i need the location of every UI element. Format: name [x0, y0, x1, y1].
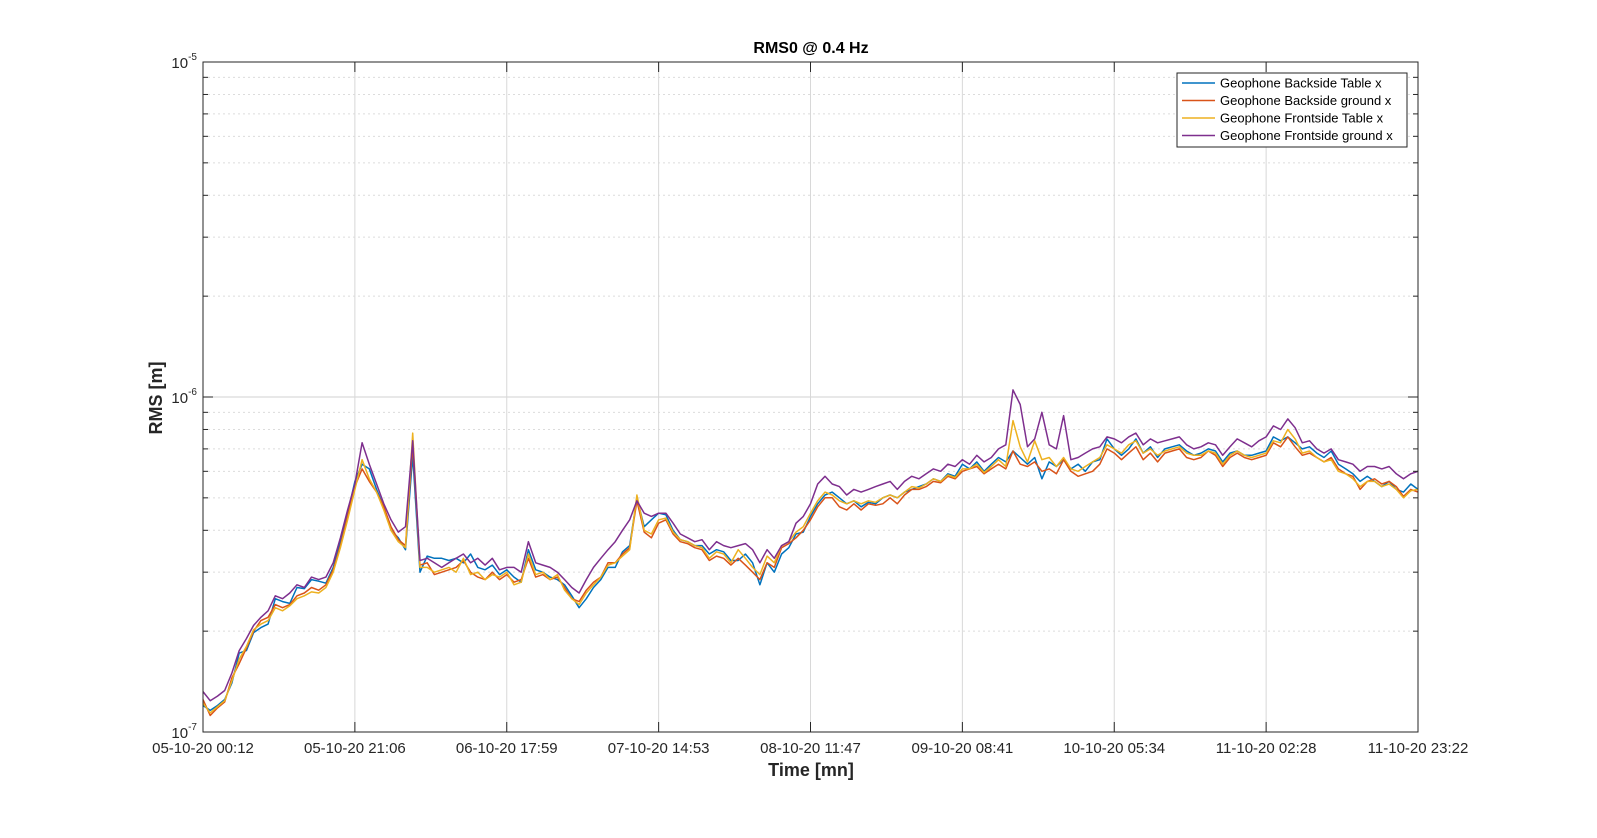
y-tick-exponent: -5	[188, 52, 197, 63]
x-tick-label: 05-10-20 00:12	[152, 740, 254, 757]
chart-title: RMS0 @ 0.4 Hz	[753, 40, 868, 57]
x-tick-label: 08-10-20 11:47	[760, 740, 861, 757]
x-tick-label: 11-10-20 02:28	[1216, 740, 1317, 757]
y-tick-exponent: -6	[188, 387, 197, 398]
y-tick-exponent: -7	[188, 722, 197, 733]
series-lines	[202, 389, 1419, 717]
legend-label: Geophone Frontside Table x	[1220, 111, 1384, 126]
x-tick-label: 06-10-20 17:59	[456, 740, 558, 757]
legend-label: Geophone Backside Table x	[1220, 76, 1382, 91]
x-tick-label: 11-10-20 23:22	[1368, 740, 1469, 757]
y-axis-title: RMS [m]	[146, 362, 166, 435]
ticks	[202, 61, 1419, 733]
series-line-3	[202, 419, 1419, 714]
legend-label: Geophone Frontside ground x	[1220, 128, 1393, 143]
x-axis-title: Time [mn]	[768, 760, 854, 780]
y-tick-label: 10-7	[171, 722, 197, 742]
legend-label: Geophone Backside ground x	[1220, 93, 1392, 108]
y-tick-label: 10-6	[171, 387, 197, 407]
legend: Geophone Backside Table x Geophone Backsi…	[1176, 72, 1408, 148]
y-tick-base: 10	[171, 390, 188, 407]
series-line-4	[202, 389, 1419, 702]
x-tick-label: 07-10-20 14:53	[608, 740, 710, 757]
x-tick-label: 09-10-20 08:41	[912, 740, 1014, 757]
y-tick-labels: 10-710-610-5	[171, 52, 197, 742]
y-tick-base: 10	[171, 55, 188, 72]
series-line-1	[202, 436, 1419, 712]
y-tick-label: 10-5	[171, 52, 197, 72]
legend-box	[1176, 72, 1408, 148]
y-tick-base: 10	[171, 725, 188, 742]
x-tick-labels: 05-10-20 00:12 05-10-20 21:06 06-10-20 17:…	[152, 740, 1468, 757]
x-tick-label: 05-10-20 21:06	[304, 740, 406, 757]
x-tick-label: 10-10-20 05:34	[1063, 740, 1165, 757]
